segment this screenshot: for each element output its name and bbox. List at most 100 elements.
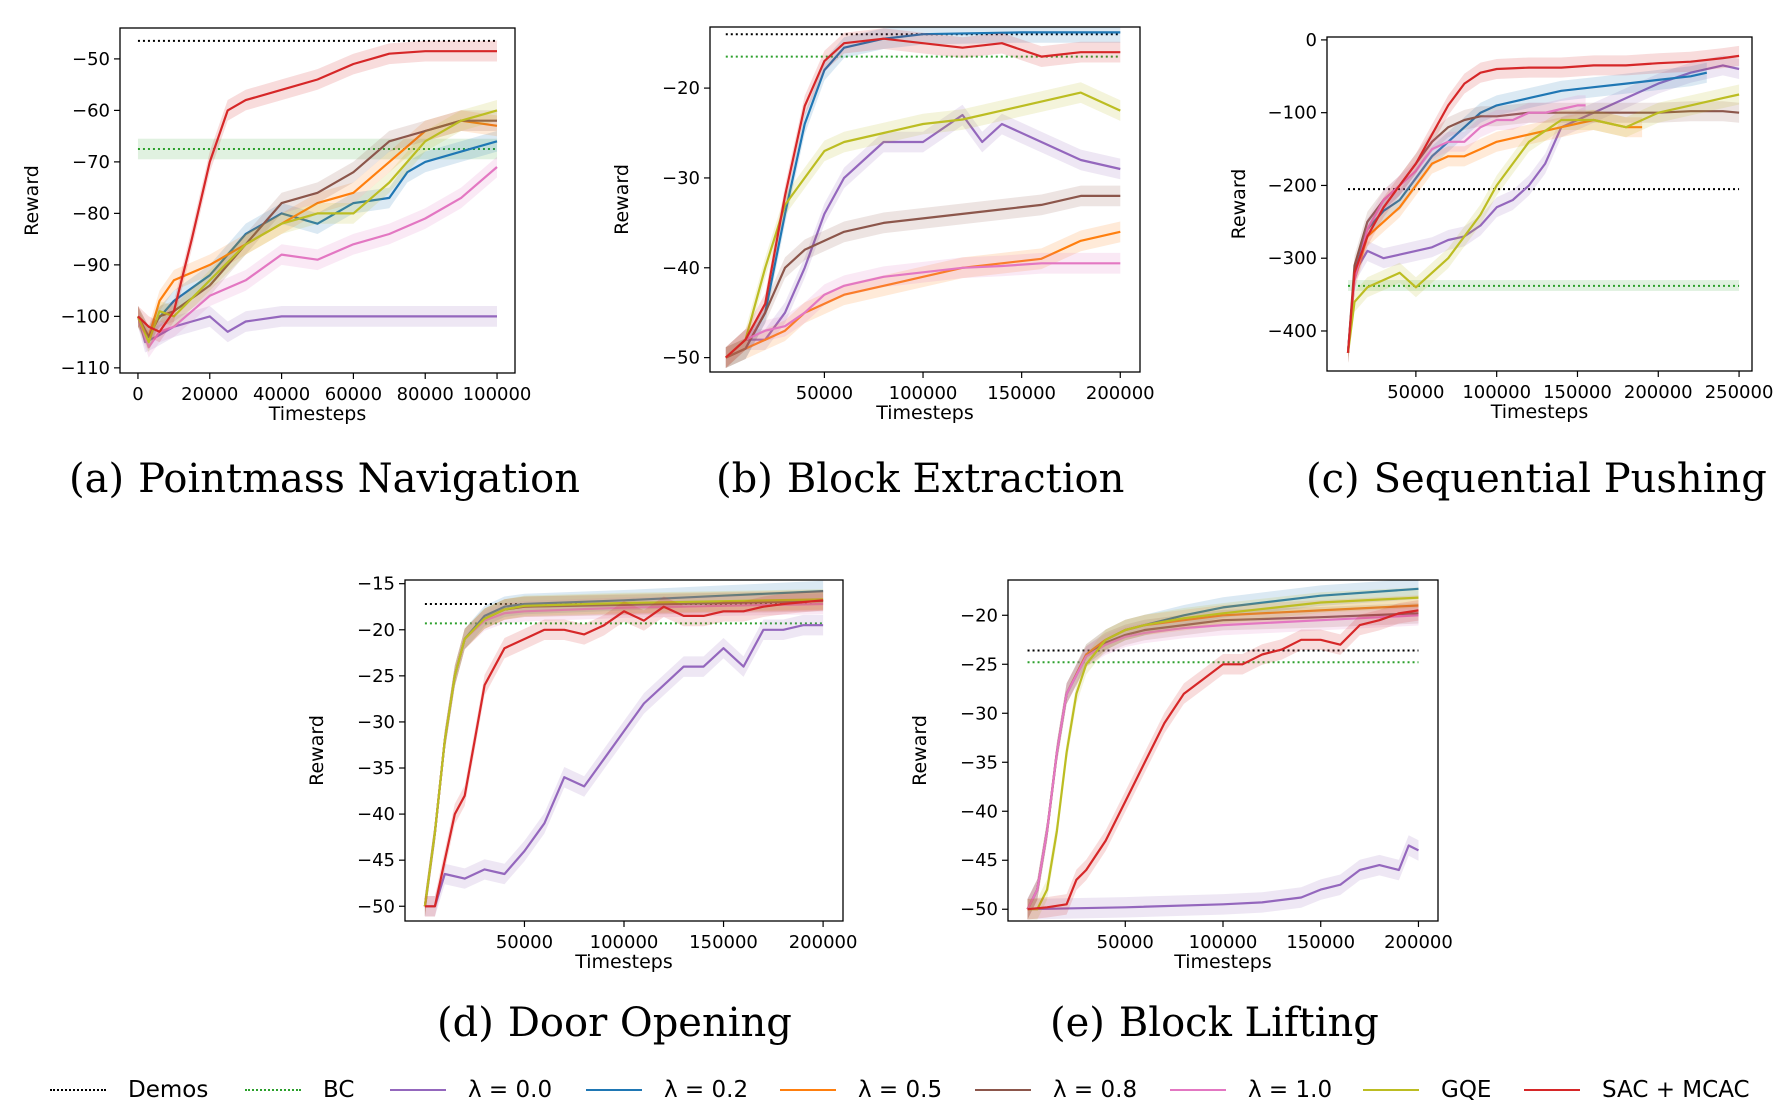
caption-c: (c) Sequential Pushing (1306, 456, 1767, 502)
x-tick-label: 40000 (253, 384, 310, 405)
chart-pointmass-navigation: 0 20000 40000 60000 80000 100000 −110 −100 −90 −8… (21, 27, 532, 425)
plot-area (1346, 45, 1740, 363)
axes-frame (119, 27, 516, 374)
x-tick-label: 80000 (397, 384, 454, 405)
series-line-gqe (1027, 596, 1419, 911)
y-tick-label: −25 (357, 666, 395, 687)
series-line-lambda-0-0 (1346, 64, 1740, 353)
y-tick-label: 0 (1306, 30, 1317, 51)
legend-item-lambda-0-8: λ = 0.8 (975, 1072, 1137, 1108)
y-tick-label: −40 (960, 801, 998, 822)
x-tick-label: 50000 (1387, 382, 1444, 403)
y-axis-label: Reward (1228, 169, 1250, 240)
chart-door-opening: 50000 100000 150000 200000 −50 −45 −40 −35 −30 −2… (306, 574, 858, 973)
caption-title: Door Opening (507, 1000, 792, 1046)
caption-a: (a) Pointmass Navigation (69, 456, 580, 502)
legend-swatch-lambda-0-0 (390, 1089, 446, 1091)
plot-area (423, 580, 824, 917)
series-line-lambda-0-5 (1346, 118, 1643, 353)
legend-label: λ = 0.8 (1053, 1077, 1138, 1103)
plot-area (136, 39, 498, 358)
y-tick-label: −25 (960, 654, 998, 675)
series-line-sac-mcac (1027, 609, 1419, 911)
series-line-lambda-1-0 (1346, 104, 1586, 353)
y-tick-label: −110 (61, 358, 110, 379)
band-lambda-0-5 (1348, 109, 1643, 363)
y-tick-label: −30 (960, 703, 998, 724)
legend-label: λ = 0.5 (858, 1077, 943, 1103)
y-tick-label: −40 (357, 804, 395, 825)
series-line-lambda-0-8 (1346, 110, 1740, 353)
series-line-gqe (136, 109, 498, 344)
x-tick-label: 100000 (463, 384, 532, 405)
band-lambda-0-5 (725, 221, 1121, 368)
x-tick-label: 150000 (689, 932, 758, 953)
y-tick-label: −50 (357, 896, 395, 917)
series-line-sac-mcac (424, 599, 824, 908)
y-tick-label: −45 (357, 850, 395, 871)
x-tick-label: 250000 (1705, 382, 1774, 403)
y-tick-label: −20 (662, 78, 700, 99)
y-axis-label: Reward (21, 165, 43, 236)
chart-sequential-pushing: 50000 100000 150000 200000 250000 −400 −300 −20… (1228, 30, 1774, 423)
band-lambda-0-0 (725, 104, 1121, 368)
legend-label: λ = 1.0 (1248, 1077, 1333, 1103)
x-tick-label: 100000 (889, 383, 958, 404)
legend-label: SAC + MCAC (1602, 1077, 1750, 1103)
legend-swatch-bc (245, 1089, 301, 1091)
caption-letter: (c) (1306, 456, 1360, 502)
series-line-gqe (1346, 93, 1740, 353)
x-tick-label: 100000 (590, 932, 659, 953)
series-line-sac-mcac (725, 37, 1121, 359)
series-line-lambda-0-0 (725, 113, 1121, 359)
caption-letter: (e) (1050, 1000, 1105, 1046)
x-tick-label: 50000 (1097, 932, 1154, 953)
y-tick-label: −50 (960, 899, 998, 920)
caption-title: Sequential Pushing (1373, 456, 1767, 502)
y-tick-label: −50 (662, 348, 700, 369)
legend-item-gqe: GQE (1363, 1072, 1491, 1108)
band-lambda-0-0 (424, 614, 824, 917)
chart-block-extraction: 50000 100000 150000 200000 −50 −40 −30 −20 Times… (611, 26, 1155, 424)
legend: Demos BC λ = 0.0 λ = 0.2 λ = 0.5 λ = 0.8… (40, 1072, 1760, 1108)
y-tick-label: −70 (72, 152, 110, 173)
legend-item-demos: Demos (50, 1072, 208, 1108)
band-gqe (1348, 84, 1740, 363)
series-line-gqe (423, 598, 824, 907)
x-tick-label: 150000 (987, 383, 1056, 404)
x-axis-label: Timesteps (875, 402, 974, 424)
legend-item-lambda-0-2: λ = 0.2 (586, 1072, 748, 1108)
legend-label: GQE (1441, 1077, 1492, 1103)
y-tick-label: −200 (1268, 175, 1317, 196)
legend-swatch-sac-mcac (1524, 1089, 1580, 1091)
series-line-sac-mcac (1346, 54, 1740, 353)
legend-swatch-demos (50, 1089, 106, 1091)
y-tick-label: −30 (662, 168, 700, 189)
y-axis-label: Reward (306, 715, 328, 786)
band-lambda-1-0 (138, 156, 497, 358)
legend-item-lambda-0-0: λ = 0.0 (390, 1072, 552, 1108)
x-axis-label: Timesteps (1173, 951, 1272, 973)
y-tick-label: −50 (72, 49, 110, 70)
band-lambda-0-8 (725, 185, 1121, 368)
plot-area (1026, 580, 1419, 920)
band-lambda-1-0 (1348, 95, 1586, 363)
legend-item-lambda-1-0: λ = 1.0 (1170, 1072, 1332, 1108)
y-tick-label: −15 (357, 574, 395, 595)
legend-swatch-lambda-1-0 (1170, 1089, 1226, 1091)
series-line-lambda-0-8 (725, 194, 1121, 359)
band-sac-mcac (138, 40, 497, 343)
caption-title: Block Extraction (786, 456, 1125, 502)
caption-letter: (a) (69, 456, 125, 502)
legend-item-sac-mcac: SAC + MCAC (1524, 1072, 1750, 1108)
axes-frame (709, 26, 1141, 373)
x-tick-label: 200000 (789, 932, 858, 953)
x-axis-label: Timesteps (1490, 401, 1589, 423)
y-tick-label: −20 (960, 605, 998, 626)
y-tick-label: −90 (72, 255, 110, 276)
series-line-sac-mcac (137, 50, 497, 333)
band-sac-mcac (725, 28, 1121, 369)
band-bc (137, 138, 498, 160)
y-tick-label: −40 (662, 258, 700, 279)
legend-swatch-lambda-0-8 (975, 1089, 1031, 1091)
